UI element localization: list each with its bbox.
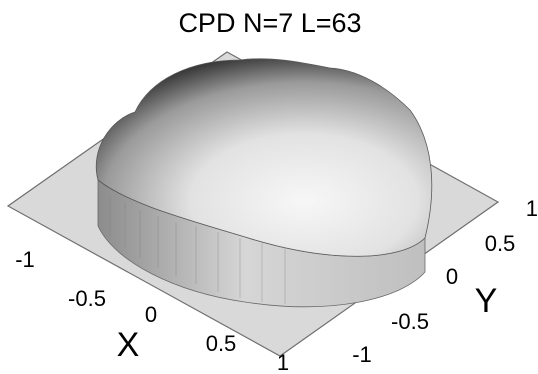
y-tick-label: 1: [526, 196, 538, 221]
x-axis-label: X: [117, 326, 140, 364]
x-tick-label: -1: [15, 247, 35, 272]
wall-stripes: [109, 196, 286, 304]
surface-cap: [95, 58, 433, 257]
x-tick-label: 0.5: [206, 331, 237, 356]
y-tick-label: -0.5: [391, 309, 429, 334]
x-tick-label: 1: [277, 350, 289, 374]
y-tick-label: -1: [352, 342, 372, 367]
y-tick-label: 0: [446, 264, 458, 289]
y-axis-label: Y: [475, 282, 498, 320]
chart-title: CPD N=7 L=63: [178, 8, 361, 38]
x-tick-label: 0: [145, 302, 157, 327]
x-tick-label: -0.5: [68, 286, 106, 311]
y-tick-label: 0.5: [485, 231, 516, 256]
